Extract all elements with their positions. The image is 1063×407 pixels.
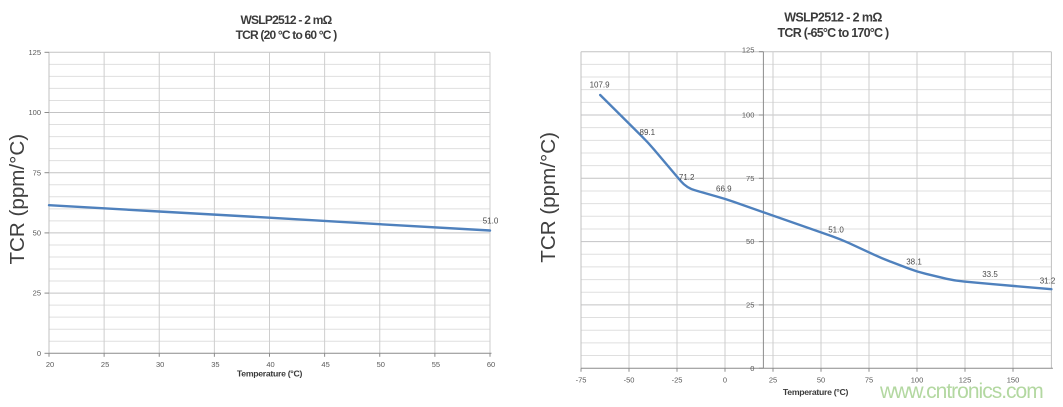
svg-text:33.5: 33.5 bbox=[982, 270, 998, 279]
svg-text:125: 125 bbox=[28, 48, 41, 57]
svg-text:25: 25 bbox=[33, 289, 41, 298]
svg-text:0: 0 bbox=[723, 376, 727, 385]
svg-text:www.cntronics.com: www.cntronics.com bbox=[879, 380, 1043, 403]
svg-text:55: 55 bbox=[432, 360, 440, 369]
svg-text:TCR (20 °C to 60 °C ): TCR (20 °C to 60 °C ) bbox=[236, 28, 338, 42]
svg-text:Temperature (°C): Temperature (°C) bbox=[783, 387, 849, 397]
svg-text:50: 50 bbox=[817, 376, 825, 385]
svg-text:75: 75 bbox=[746, 174, 754, 183]
svg-text:0: 0 bbox=[37, 349, 41, 358]
svg-text:-25: -25 bbox=[672, 376, 683, 385]
svg-text:WSLP2512 - 2 mΩ: WSLP2512 - 2 mΩ bbox=[240, 13, 332, 27]
svg-text:71.2: 71.2 bbox=[679, 173, 695, 182]
svg-text:30: 30 bbox=[156, 360, 164, 369]
svg-text:51.0: 51.0 bbox=[828, 225, 844, 234]
svg-text:38.1: 38.1 bbox=[906, 257, 922, 266]
svg-text:TCR (ppm/°C): TCR (ppm/°C) bbox=[6, 134, 29, 265]
svg-text:50: 50 bbox=[746, 237, 754, 246]
svg-text:40: 40 bbox=[266, 360, 274, 369]
svg-text:50: 50 bbox=[377, 360, 385, 369]
svg-text:35: 35 bbox=[211, 360, 219, 369]
svg-text:25: 25 bbox=[101, 360, 109, 369]
svg-text:107.9: 107.9 bbox=[590, 80, 611, 89]
svg-text:125: 125 bbox=[742, 46, 755, 55]
svg-text:75: 75 bbox=[33, 168, 41, 177]
svg-text:100: 100 bbox=[742, 111, 755, 120]
svg-text:25: 25 bbox=[769, 376, 777, 385]
svg-text:125: 125 bbox=[959, 376, 972, 385]
svg-text:-50: -50 bbox=[624, 376, 635, 385]
svg-text:25: 25 bbox=[746, 301, 754, 310]
svg-text:50: 50 bbox=[33, 229, 41, 238]
svg-text:TCR (ppm/°C): TCR (ppm/°C) bbox=[537, 132, 560, 263]
svg-text:31.2: 31.2 bbox=[1040, 276, 1056, 285]
svg-text:100: 100 bbox=[28, 108, 41, 117]
svg-text:89.1: 89.1 bbox=[640, 128, 656, 137]
svg-text:Temperature (°C): Temperature (°C) bbox=[237, 369, 303, 379]
svg-text:60: 60 bbox=[487, 360, 495, 369]
svg-text:-75: -75 bbox=[576, 376, 587, 385]
svg-text:TCR (-65°C to 170°C ): TCR (-65°C to 170°C ) bbox=[778, 26, 890, 40]
svg-text:WSLP2512 - 2 mΩ: WSLP2512 - 2 mΩ bbox=[784, 10, 882, 24]
svg-text:0: 0 bbox=[750, 364, 754, 373]
svg-text:75: 75 bbox=[865, 376, 873, 385]
svg-text:100: 100 bbox=[911, 376, 924, 385]
svg-text:51.0: 51.0 bbox=[483, 217, 499, 226]
svg-text:150: 150 bbox=[1007, 376, 1020, 385]
svg-text:20: 20 bbox=[46, 360, 54, 369]
svg-text:45: 45 bbox=[321, 360, 329, 369]
svg-text:66.9: 66.9 bbox=[716, 185, 732, 194]
